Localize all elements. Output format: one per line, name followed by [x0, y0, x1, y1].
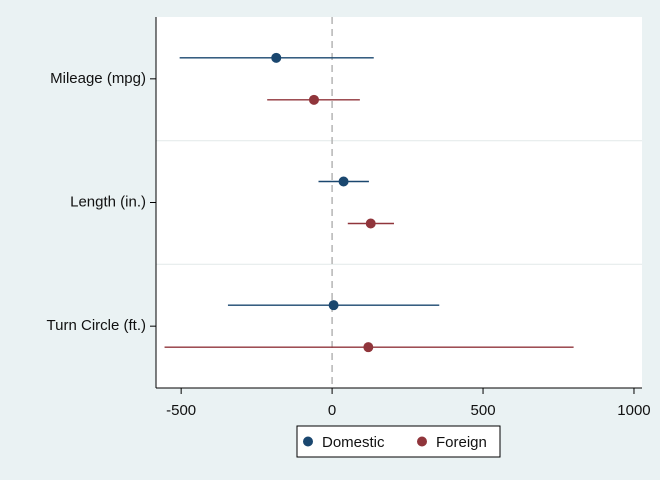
legend-label: Domestic [322, 434, 385, 451]
category-axis-group: Mileage (mpg) Length (in.) Turn Circle (ft… [47, 70, 156, 334]
data-marks [164, 52, 574, 353]
point-estimate [271, 52, 282, 63]
point-estimate [338, 176, 349, 187]
y-tick-label: Length (in.) [70, 193, 146, 210]
y-tick-label: Turn Circle (ft.) [47, 317, 146, 334]
legend-box [296, 425, 501, 458]
point-estimate [328, 300, 339, 311]
legend-marker [303, 436, 313, 447]
x-tick-label: -500 [166, 402, 196, 419]
point-estimate [363, 342, 374, 353]
legend-label: Foreign [436, 434, 487, 451]
category-separators [156, 140, 642, 265]
plot-area [156, 17, 642, 388]
point-estimate [308, 94, 319, 105]
legend: Domestic Foreign [296, 425, 501, 458]
x-tick-label: 1000 [617, 402, 650, 419]
x-tick-label: 500 [471, 402, 496, 419]
legend-marker [417, 436, 427, 447]
x-axis-group: -500 0 500 1000 [166, 388, 651, 419]
point-estimate [365, 218, 376, 229]
x-tick-label: 0 [328, 402, 336, 419]
y-tick-label: Mileage (mpg) [50, 70, 146, 87]
